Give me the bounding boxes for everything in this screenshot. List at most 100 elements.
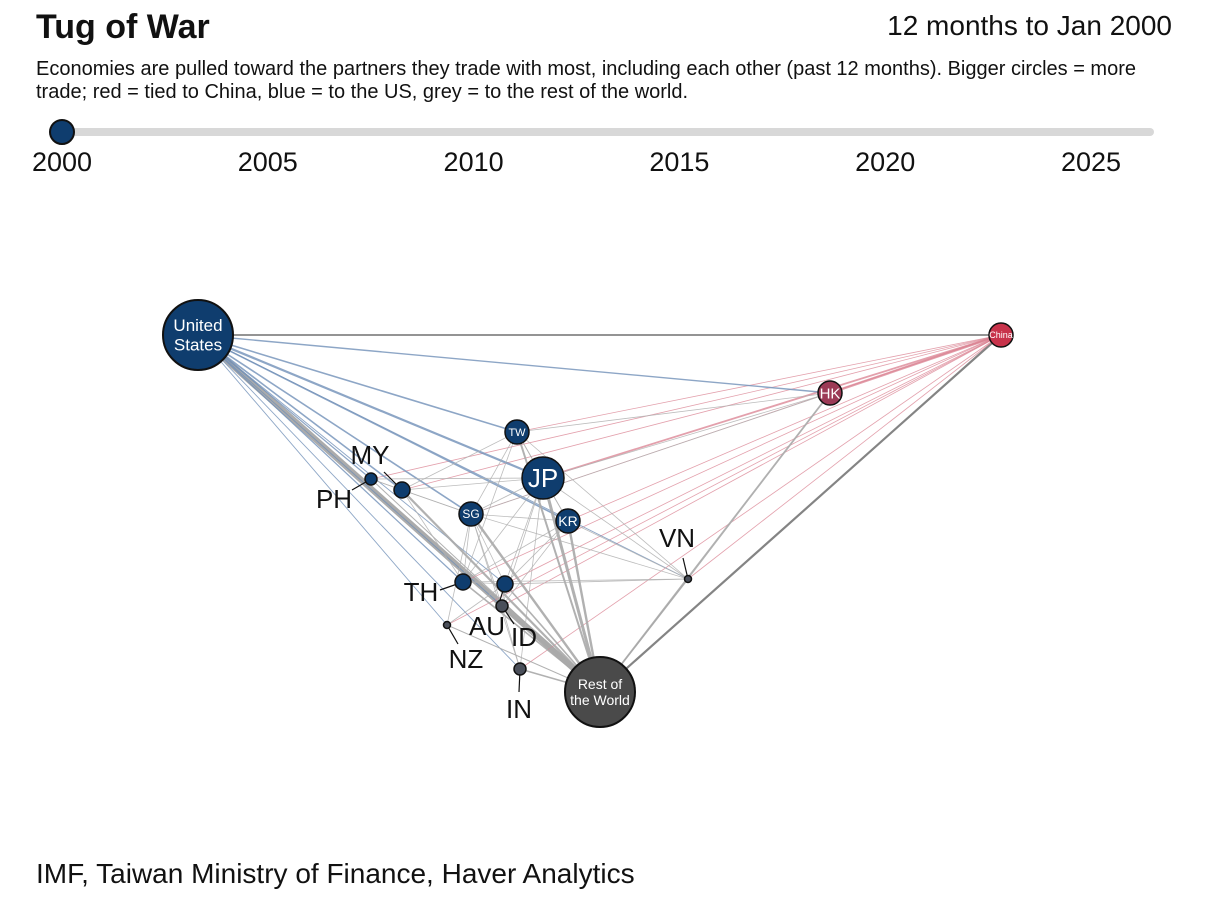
node-circle-us[interactable] xyxy=(162,299,234,371)
timeline-handle[interactable] xyxy=(49,119,75,145)
link-ph-rw xyxy=(370,478,601,693)
link-sg-au xyxy=(470,513,506,585)
node-circle-jp[interactable] xyxy=(521,456,565,500)
link-in-sg xyxy=(470,513,521,670)
node-circle-th[interactable] xyxy=(454,573,472,591)
node-circle-kr[interactable] xyxy=(555,508,581,534)
link-nz-cn xyxy=(446,334,1002,626)
node-label-my: MY xyxy=(351,440,390,470)
chart-title: Tug of War xyxy=(36,8,210,46)
node-rw[interactable]: Rest of the World xyxy=(564,656,636,728)
node-us[interactable]: United States xyxy=(162,299,234,371)
link-kr-th xyxy=(462,520,569,583)
node-nz[interactable]: NZ xyxy=(442,620,484,675)
link-tw-my xyxy=(401,431,518,491)
node-hk[interactable]: HK xyxy=(817,380,843,406)
node-circle-cn[interactable] xyxy=(988,322,1014,348)
node-label-tw: TW xyxy=(508,427,526,439)
link-kr-au xyxy=(504,520,569,585)
link-kr-vn xyxy=(567,520,689,580)
node-in[interactable]: IN xyxy=(506,662,532,724)
link-sg-us xyxy=(197,334,472,515)
timeline-slider[interactable]: 2000 2005 2010 2015 2020 2025 xyxy=(32,119,1154,177)
link-vn-us xyxy=(197,334,689,580)
node-circle-nz[interactable] xyxy=(442,620,452,630)
node-vn[interactable]: VN xyxy=(659,523,695,584)
node-au[interactable]: AU xyxy=(469,575,514,641)
timeline-year-2015[interactable]: 2015 xyxy=(649,147,709,177)
timeline-year-2020[interactable]: 2020 xyxy=(855,147,915,177)
node-circle-sg[interactable] xyxy=(458,501,484,527)
node-label-ph: PH xyxy=(316,484,352,514)
link-jp-cn xyxy=(542,334,1002,479)
node-kr[interactable]: KR xyxy=(555,508,581,534)
timeline-year-2000[interactable]: 2000 xyxy=(32,147,92,177)
node-circle-my[interactable] xyxy=(393,481,411,499)
link-au-vn xyxy=(504,578,689,585)
link-in-cn xyxy=(519,334,1002,670)
node-id[interactable]: ID xyxy=(495,599,537,652)
node-my[interactable]: MY xyxy=(351,440,411,499)
link-sg-vn xyxy=(470,513,689,580)
node-tw[interactable]: TW xyxy=(504,419,530,445)
link-ph-cn xyxy=(370,334,1002,480)
link-tw-cn xyxy=(516,334,1002,433)
economy-nodes: United States China Rest of the World HK JP TW S… xyxy=(162,299,1014,728)
timeline-year-2025[interactable]: 2025 xyxy=(1061,147,1121,177)
timeline-year-2005[interactable]: 2005 xyxy=(238,147,298,177)
link-tw-us xyxy=(197,334,518,433)
link-kr-id xyxy=(501,520,569,607)
link-jp-rw xyxy=(541,477,602,693)
node-label-nz: NZ xyxy=(449,644,484,674)
chart-subtitle: Economies are pulled toward the partners… xyxy=(36,58,1136,103)
node-label-sg: SG xyxy=(462,507,479,521)
link-hk-us xyxy=(197,334,831,394)
node-th[interactable]: TH xyxy=(404,573,472,607)
node-circle-id[interactable] xyxy=(495,599,509,613)
node-label-us: United States xyxy=(173,316,222,355)
node-circle-hk[interactable] xyxy=(817,380,843,406)
link-in-us xyxy=(197,334,521,670)
link-vn-cn xyxy=(687,334,1002,580)
node-label-in: IN xyxy=(506,694,532,724)
node-label-au: AU xyxy=(469,611,505,641)
link-in-jp xyxy=(519,477,544,670)
link-hk-vn xyxy=(687,392,831,580)
node-label-rw: Rest of the World xyxy=(570,676,630,708)
link-jp-ph xyxy=(370,477,544,480)
link-my-th xyxy=(401,489,464,583)
link-jp-us xyxy=(197,333,544,480)
link-my-us xyxy=(197,334,403,491)
node-circle-vn[interactable] xyxy=(683,574,693,584)
period-label: 12 months to Jan 2000 xyxy=(887,10,1172,41)
node-label-id: ID xyxy=(511,622,537,652)
node-label-jp: JP xyxy=(528,463,558,493)
link-au-cn xyxy=(504,334,1002,585)
link-tw-vn xyxy=(516,431,689,580)
link-ph-us xyxy=(197,334,372,480)
timeline-year-2010[interactable]: 2010 xyxy=(444,147,504,177)
node-circle-tw[interactable] xyxy=(504,419,530,445)
node-circle-au[interactable] xyxy=(496,575,514,593)
node-ph[interactable]: PH xyxy=(316,472,378,514)
link-cn-rw xyxy=(599,334,1002,693)
source-note: IMF, Taiwan Ministry of Finance, Haver A… xyxy=(36,858,635,889)
link-kr-cn xyxy=(567,334,1002,522)
link-jp-hk xyxy=(542,392,831,479)
node-cn[interactable]: China xyxy=(988,322,1014,348)
node-circle-rw[interactable] xyxy=(564,656,636,728)
node-circle-in[interactable] xyxy=(513,662,527,676)
link-id-cn xyxy=(501,334,1002,607)
node-circle-ph[interactable] xyxy=(364,472,378,486)
link-id-us xyxy=(197,334,503,607)
node-jp[interactable]: JP xyxy=(521,456,565,500)
link-jp-th xyxy=(462,477,544,583)
node-sg[interactable]: SG xyxy=(458,501,484,527)
link-tw-sg xyxy=(470,431,518,515)
node-label-th: TH xyxy=(404,577,439,607)
node-label-hk: HK xyxy=(820,385,841,402)
trade-links xyxy=(196,332,1002,695)
node-label-vn: VN xyxy=(659,523,695,553)
link-tw-th xyxy=(462,431,518,583)
